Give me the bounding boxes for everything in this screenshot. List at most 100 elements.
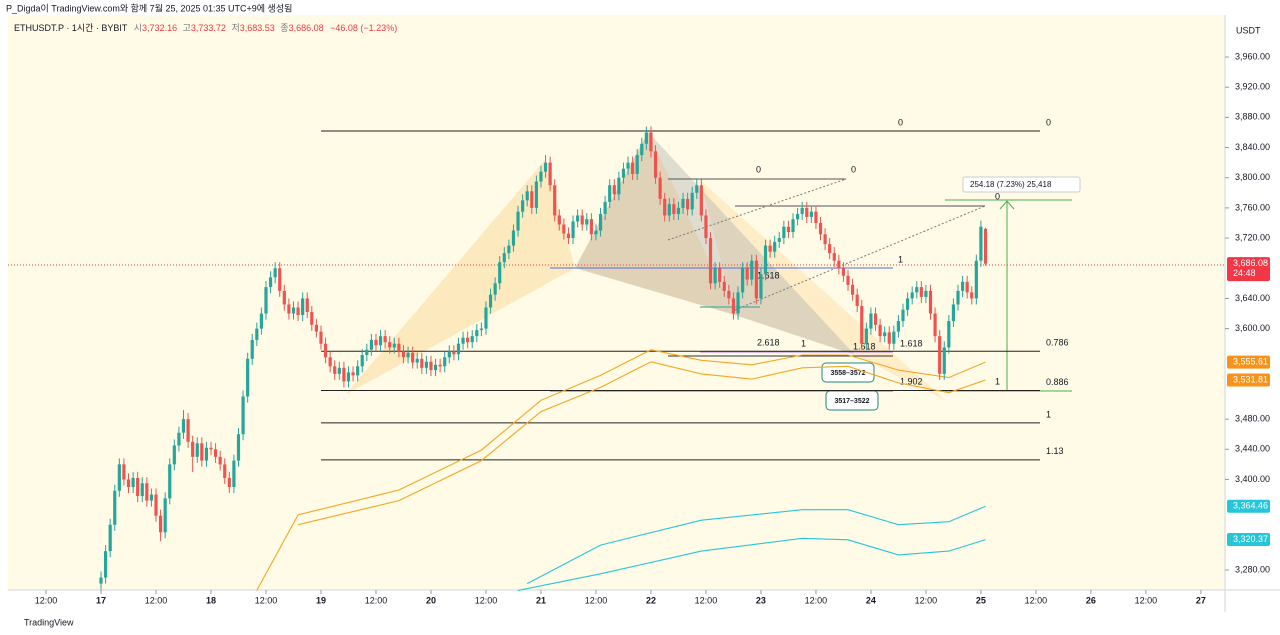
x-tick-label: 18 <box>206 595 216 605</box>
candle-body <box>502 253 506 263</box>
y-tick-label: 3,760.00 <box>1235 202 1270 212</box>
l-label: 저 <box>231 23 239 33</box>
candle-body <box>695 185 699 193</box>
fib-label: 1 <box>995 376 1000 386</box>
pattern-cd <box>700 180 945 400</box>
y-tick-label: 3,600.00 <box>1235 323 1270 333</box>
candle-body <box>837 260 841 269</box>
candle-body <box>603 201 607 214</box>
candle-body <box>126 479 131 488</box>
o-value: 3,732.16 <box>142 23 177 33</box>
candle-body <box>818 222 823 235</box>
candle-body <box>273 268 277 278</box>
candle-body <box>566 233 571 239</box>
currency: USDT <box>1236 25 1261 35</box>
candle-body <box>864 328 868 344</box>
candle-body <box>896 321 901 332</box>
candle-body <box>346 372 351 382</box>
x-tick-label: 12:00 <box>145 595 168 605</box>
price-tag-label: 3,364.46 <box>1233 501 1268 511</box>
candle-body <box>947 321 951 348</box>
candle-body <box>621 168 626 178</box>
candle-body <box>704 215 708 239</box>
y-tick-label: 3,640.00 <box>1235 293 1270 303</box>
candle-body <box>406 352 410 358</box>
price-tag <box>1227 533 1270 547</box>
candle-body <box>965 281 969 293</box>
candle-body <box>626 162 630 169</box>
candle-body <box>131 477 135 488</box>
price-tag-label: 3,686.08 <box>1233 258 1268 268</box>
fib-label: 1.618 <box>900 338 923 348</box>
change: −46.08 (−1.23%) <box>330 23 397 33</box>
candle-body <box>805 207 809 217</box>
candle-body <box>873 313 878 325</box>
candle-body <box>809 211 813 217</box>
fib-label: 0 <box>898 117 903 127</box>
candle-body <box>145 483 149 501</box>
candle-body <box>415 358 419 363</box>
symbol: ETHUSDT.P · 1시간 · BYBIT <box>14 23 128 33</box>
candle-body <box>438 364 442 367</box>
candle-body <box>649 132 653 152</box>
candle-body <box>892 331 896 344</box>
candle-body <box>548 162 552 186</box>
candle-body <box>246 358 250 397</box>
candle-body <box>397 343 401 352</box>
fib-label: 1.618 <box>853 341 876 351</box>
candle-body <box>814 211 818 223</box>
candle-body <box>447 351 451 358</box>
candle-body <box>846 275 850 285</box>
candle-body <box>310 312 314 325</box>
plot-area <box>8 15 1225 590</box>
candle-body <box>360 355 364 367</box>
candle-body <box>905 298 910 310</box>
candle-body <box>223 464 227 478</box>
fib-label: 2.618 <box>757 337 780 347</box>
candle-body <box>736 292 740 314</box>
candle-body <box>456 343 461 355</box>
series-layer: 3,960.00 3,920.00 3,880.00 3,840.00 3,800.00… <box>35 51 1270 605</box>
candle-body <box>136 477 140 497</box>
candle-body <box>933 313 937 337</box>
candle-body <box>429 361 433 371</box>
fib-level-label: 0.786 <box>1046 338 1069 348</box>
candle-body <box>855 294 859 306</box>
candle-body <box>319 331 323 344</box>
candle-body <box>475 330 479 337</box>
zone-box <box>825 390 879 411</box>
fib-label: 1 <box>898 254 903 264</box>
candle-body <box>498 262 502 284</box>
candle-body <box>337 367 341 374</box>
candle-body <box>493 283 497 295</box>
candle-body <box>232 460 236 488</box>
candle-body <box>99 577 103 584</box>
candle-body <box>470 336 474 343</box>
candle-body <box>887 332 891 344</box>
pattern-bc <box>648 132 855 355</box>
candle-body <box>777 238 781 242</box>
candle-body <box>172 445 176 465</box>
candle-body <box>960 281 965 291</box>
candle-body <box>466 337 470 343</box>
x-tick-label: 12:00 <box>805 595 828 605</box>
candle-body <box>942 347 946 374</box>
x-tick-label: 12:00 <box>915 595 938 605</box>
candle-body <box>800 207 804 214</box>
candle-body <box>323 343 328 358</box>
candle-body <box>635 155 639 174</box>
fib-label: 1.618 <box>757 270 780 280</box>
candle-body <box>314 324 319 332</box>
candle-body <box>901 309 905 322</box>
candle-body <box>117 464 121 491</box>
candle-body <box>186 419 190 442</box>
candle-body <box>291 307 296 314</box>
x-tick-label: 23 <box>756 595 766 605</box>
candle-body <box>768 245 772 252</box>
candle-body <box>883 332 887 337</box>
candle-body <box>525 191 529 201</box>
candle-body <box>562 224 566 234</box>
candle-body <box>213 449 218 457</box>
candle-body <box>113 490 117 525</box>
candle-body <box>328 357 332 367</box>
